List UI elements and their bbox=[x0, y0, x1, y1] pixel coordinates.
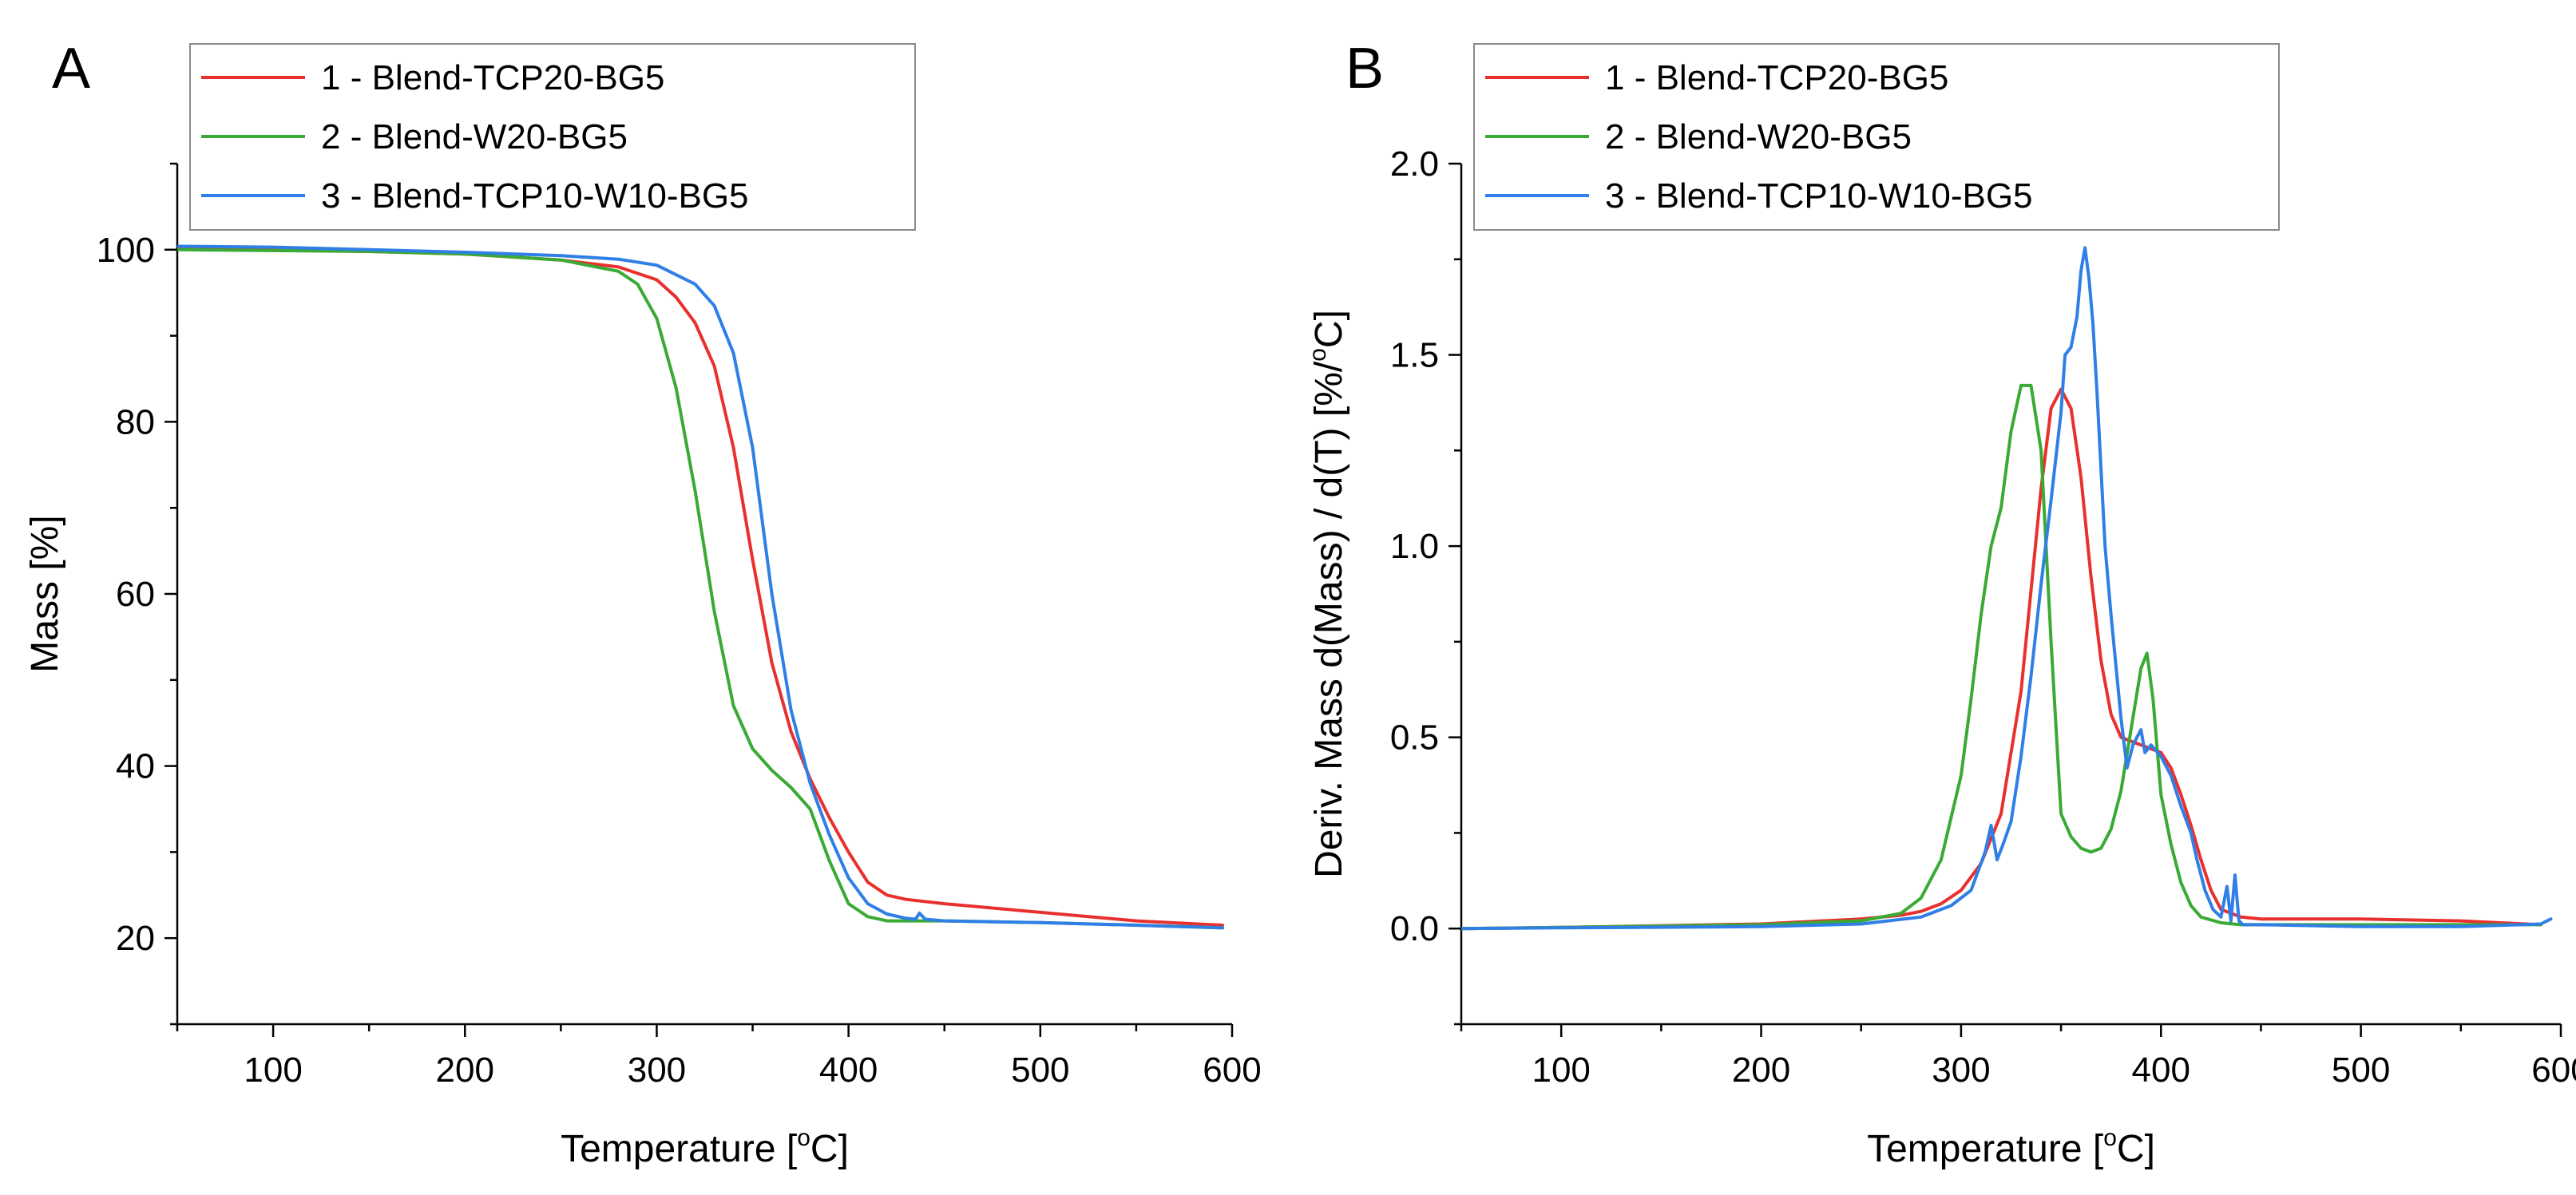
panel-a-y-tick-label: 40 bbox=[116, 747, 155, 786]
panel-b-x-axis-title: Temperature [oC] bbox=[1867, 1125, 2155, 1170]
panel-a-x-tick-label: 100 bbox=[244, 1051, 302, 1090]
panel-b-x-tick-label: 100 bbox=[1532, 1051, 1590, 1090]
panel-a-y-tick-label: 20 bbox=[116, 919, 155, 958]
panel-a-x-tick-label: 200 bbox=[436, 1051, 494, 1090]
panel-b-x-tick-label: 300 bbox=[1932, 1051, 1990, 1090]
panel-b-y-tick-label: 0.0 bbox=[1390, 909, 1439, 948]
panel-a-x-tick-label: 400 bbox=[819, 1051, 878, 1090]
panel-b-plot-area: 100 200 300 400 500 600 0.0 0.5 1.0 1.5 2.0 Tempera… bbox=[1305, 43, 2576, 1170]
panel-b-x-tick-label: 400 bbox=[2132, 1051, 2190, 1090]
panel-a-plot-area: 100 200 300 400 500 600 20 40 60 80 100 Temperature… bbox=[24, 43, 1262, 1170]
panel-b-series-line-1 bbox=[1461, 387, 2542, 931]
panel-b-x-tick-label: 200 bbox=[1732, 1051, 1790, 1090]
panel-b-legend-label-2: 2 - Blend-W20-BG5 bbox=[1605, 117, 1912, 156]
panel-a-legend-box bbox=[189, 43, 916, 231]
panel-b-x-tick-label: 500 bbox=[2332, 1051, 2390, 1090]
panel-a-legend-label-1: 1 - Blend-TCP20-BG5 bbox=[321, 58, 664, 97]
panel-b-y-tick-label: 1.5 bbox=[1390, 336, 1439, 375]
panel-a-y-tick-label: 80 bbox=[116, 402, 155, 441]
panel-a-x-axis-title: Temperature [oC] bbox=[561, 1125, 849, 1170]
panel-a-y-tick-label: 60 bbox=[116, 575, 155, 614]
panel-a-legend: 1 - Blend-TCP20-BG5 2 - Blend-W20-BG5 3 - … bbox=[189, 43, 916, 231]
panel-b-chart: B 100 200 300 400 500 600 0.0 0.5 1.0 1.5 2.0 Tempe… bbox=[1305, 37, 2576, 1170]
panel-a-y-tick-label: 100 bbox=[97, 231, 155, 270]
panel-b-series-line-2 bbox=[1461, 383, 2542, 931]
panel-a-legend-label-3: 3 - Blend-TCP10-W10-BG5 bbox=[321, 176, 749, 216]
panel-b-x-tick-label: 600 bbox=[2531, 1051, 2576, 1090]
panel-a-x-tick-label: 500 bbox=[1011, 1051, 1069, 1090]
panel-b-y-tick-label: 1.0 bbox=[1390, 527, 1439, 566]
panel-b-legend: 1 - Blend-TCP20-BG5 2 - Blend-W20-BG5 3 - … bbox=[1473, 43, 2280, 231]
panel-a-chart: A 100 200 300 400 500 600 20 40 60 80 100 Temperatu… bbox=[24, 37, 1262, 1170]
panel-b-legend-box bbox=[1473, 43, 2280, 231]
panel-a-legend-label-2: 2 - Blend-W20-BG5 bbox=[321, 117, 628, 156]
panel-b-y-tick-label: 2.0 bbox=[1390, 144, 1439, 184]
panel-b-legend-label-1: 1 - Blend-TCP20-BG5 bbox=[1605, 58, 1948, 97]
panel-b-letter: B bbox=[1345, 37, 1384, 101]
panel-b-y-tick-label: 0.5 bbox=[1390, 718, 1439, 758]
panel-a-x-tick-label: 300 bbox=[628, 1051, 686, 1090]
panel-b-legend-label-3: 3 - Blend-TCP10-W10-BG5 bbox=[1605, 176, 2033, 216]
panel-b-y-axis-title: Deriv. Mass d(Mass) / d(T) [%/oC] bbox=[1305, 310, 1350, 878]
panel-a-y-axis-title: Mass [%] bbox=[24, 515, 66, 672]
panel-a-letter: A bbox=[52, 37, 90, 101]
panel-a-x-tick-label: 600 bbox=[1203, 1051, 1261, 1090]
panel-a-series-line-3 bbox=[177, 244, 1224, 930]
panel-a-series-line-2 bbox=[177, 247, 1224, 930]
panel-b-series-line-3 bbox=[1461, 246, 2553, 931]
